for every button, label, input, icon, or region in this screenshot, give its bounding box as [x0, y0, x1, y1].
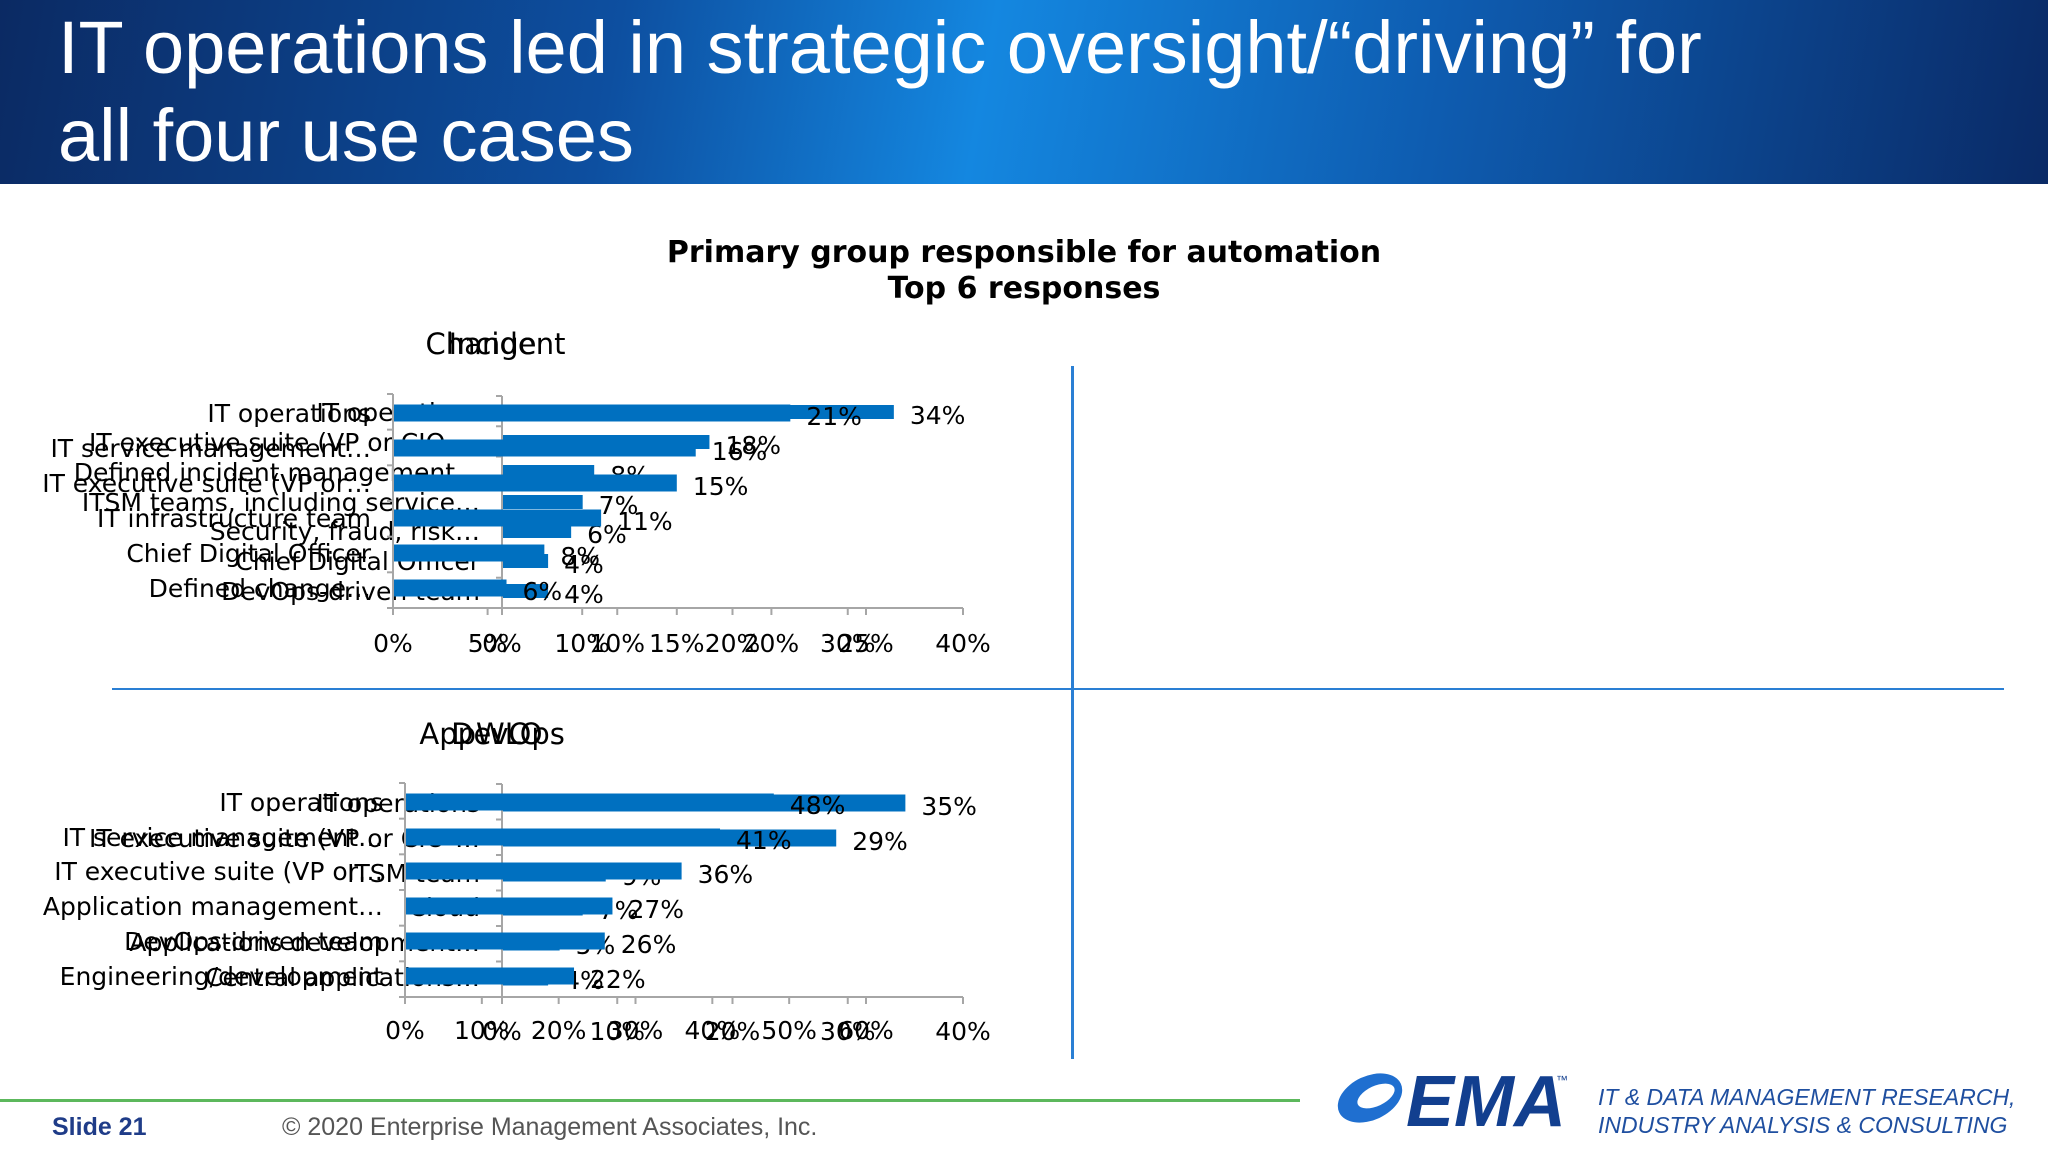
appwlo-bar [406, 967, 575, 985]
change-x-tick-label: 15% [649, 629, 705, 658]
ema-logo: EMA ™ [1337, 1062, 1568, 1138]
appwlo-category-label: Engineering/development [60, 962, 384, 991]
incident-value-label: 4% [564, 580, 604, 609]
appwlo-category-label: IT operations [219, 788, 383, 817]
tagline: IT & DATA MANAGEMENT RESEARCH, INDUSTRY … [1598, 1083, 2015, 1139]
appwlo-category-label: Application management… [43, 892, 383, 921]
incident-bar [503, 584, 549, 598]
change-bar [394, 544, 545, 562]
appwlo-bar [406, 897, 613, 915]
logo-wordmark: EMA [1406, 1062, 1566, 1138]
slide-title: IT operations led in strategic oversight… [58, 4, 1818, 180]
appwlo-value-label: 48% [790, 791, 846, 820]
appwlo-category-label: DevOps-driven team [124, 927, 383, 956]
incident-value-label: 34% [910, 401, 966, 430]
slide-number: Slide 21 [52, 1113, 147, 1141]
appwlo-chart-title: AppWLO [419, 717, 542, 751]
change-value-label: 11% [617, 507, 673, 536]
appwlo-value-label: 27% [628, 895, 684, 924]
appwlo-value-label: 26% [621, 930, 677, 959]
appwlo-x-tick-label: 0% [385, 1016, 425, 1045]
change-category-label: Defined change… [149, 574, 371, 603]
change-x-tick-label: 20% [744, 629, 800, 658]
appwlo-x-tick-label: 20% [531, 1016, 587, 1045]
change-category-label: IT operations [207, 399, 371, 428]
incident-value-label: 18% [725, 431, 781, 460]
incident-x-tick-label: 20% [705, 629, 761, 658]
incident-bar [503, 495, 583, 509]
incident-x-tick-label: 10% [589, 629, 645, 658]
slide-title-line-2: all four use cases [58, 94, 634, 177]
copyright-notice: © 2020 Enterprise Management Associates,… [282, 1113, 818, 1141]
incident-value-label: 4% [564, 550, 604, 579]
incident-x-tick-label: 40% [935, 629, 991, 658]
appwlo-x-tick-label: 40% [685, 1016, 741, 1045]
devops-value-label: 35% [921, 792, 977, 821]
change-bar [394, 579, 507, 597]
chart-title: Primary group responsible for automation [666, 235, 1382, 270]
devops-x-tick-label: 0% [482, 1017, 522, 1046]
incident-chart-title: Incident [449, 327, 566, 361]
appwlo-category-label: IT service management… [62, 823, 383, 852]
title-banner: IT operations led in strategic oversight… [0, 0, 2048, 184]
quadrant-divider-vertical [1071, 366, 1074, 1059]
appwlo-category-label: IT executive suite (VP or… [54, 857, 383, 886]
devops-chart-title: DevOps [451, 717, 565, 751]
devops-x-tick-label: 40% [935, 1017, 991, 1046]
devops-x-tick-label: 30% [820, 1017, 876, 1046]
appwlo-x-tick-label: 60% [838, 1016, 894, 1045]
change-value-label: 15% [693, 472, 749, 501]
devops-x-tick-label: 10% [589, 1017, 645, 1046]
change-category-label: Chief Digital Officer [126, 539, 371, 568]
change-bar [394, 509, 602, 527]
slide-title-line-1: IT operations led in strategic oversight… [58, 6, 1702, 89]
change-chart-title: Change [425, 327, 536, 361]
incident-x-tick-label: 30% [820, 629, 876, 658]
devops-value-label: 29% [852, 827, 908, 856]
appwlo-bar [406, 862, 682, 880]
logo-trademark: ™ [1556, 1073, 1568, 1087]
appwlo-value-label: 41% [736, 826, 792, 855]
change-bar [394, 474, 677, 492]
change-x-tick-label: 10% [554, 629, 610, 658]
change-bar [394, 404, 791, 422]
appwlo-value-label: 36% [698, 860, 754, 889]
change-category-label: IT infrastructure team [97, 504, 371, 533]
appwlo-bar [406, 932, 605, 950]
change-value-label: 8% [560, 542, 600, 571]
chart-subtitle: Top 6 responses [887, 271, 1161, 306]
incident-x-tick-label: 0% [482, 629, 522, 658]
incident-value-label: 7% [599, 491, 639, 520]
change-value-label: 16% [712, 437, 768, 466]
tagline-line-2: INDUSTRY ANALYSIS & CONSULTING [1598, 1112, 2008, 1138]
change-value-label: 6% [523, 577, 563, 606]
appwlo-x-tick-label: 10% [454, 1016, 510, 1045]
change-category-label: IT executive suite (VP or… [42, 469, 371, 498]
footer-divider [0, 1099, 1300, 1102]
appwlo-value-label: 22% [590, 965, 646, 994]
appwlo-x-tick-label: 50% [761, 1016, 817, 1045]
change-value-label: 21% [806, 402, 862, 431]
tagline-line-1: IT & DATA MANAGEMENT RESEARCH, [1598, 1084, 2016, 1110]
appwlo-bar [406, 793, 774, 811]
incident-bar [503, 524, 572, 538]
appwlo-x-tick-label: 30% [608, 1016, 664, 1045]
change-category-label: IT service management… [50, 434, 371, 463]
appwlo-bar [406, 828, 721, 846]
quadrant-divider-horizontal [112, 688, 2004, 690]
change-x-tick-label: 0% [373, 629, 413, 658]
change-bar [394, 439, 696, 457]
change-x-tick-label: 25% [838, 629, 894, 658]
devops-x-tick-label: 20% [705, 1017, 761, 1046]
change-x-tick-label: 5% [468, 629, 508, 658]
